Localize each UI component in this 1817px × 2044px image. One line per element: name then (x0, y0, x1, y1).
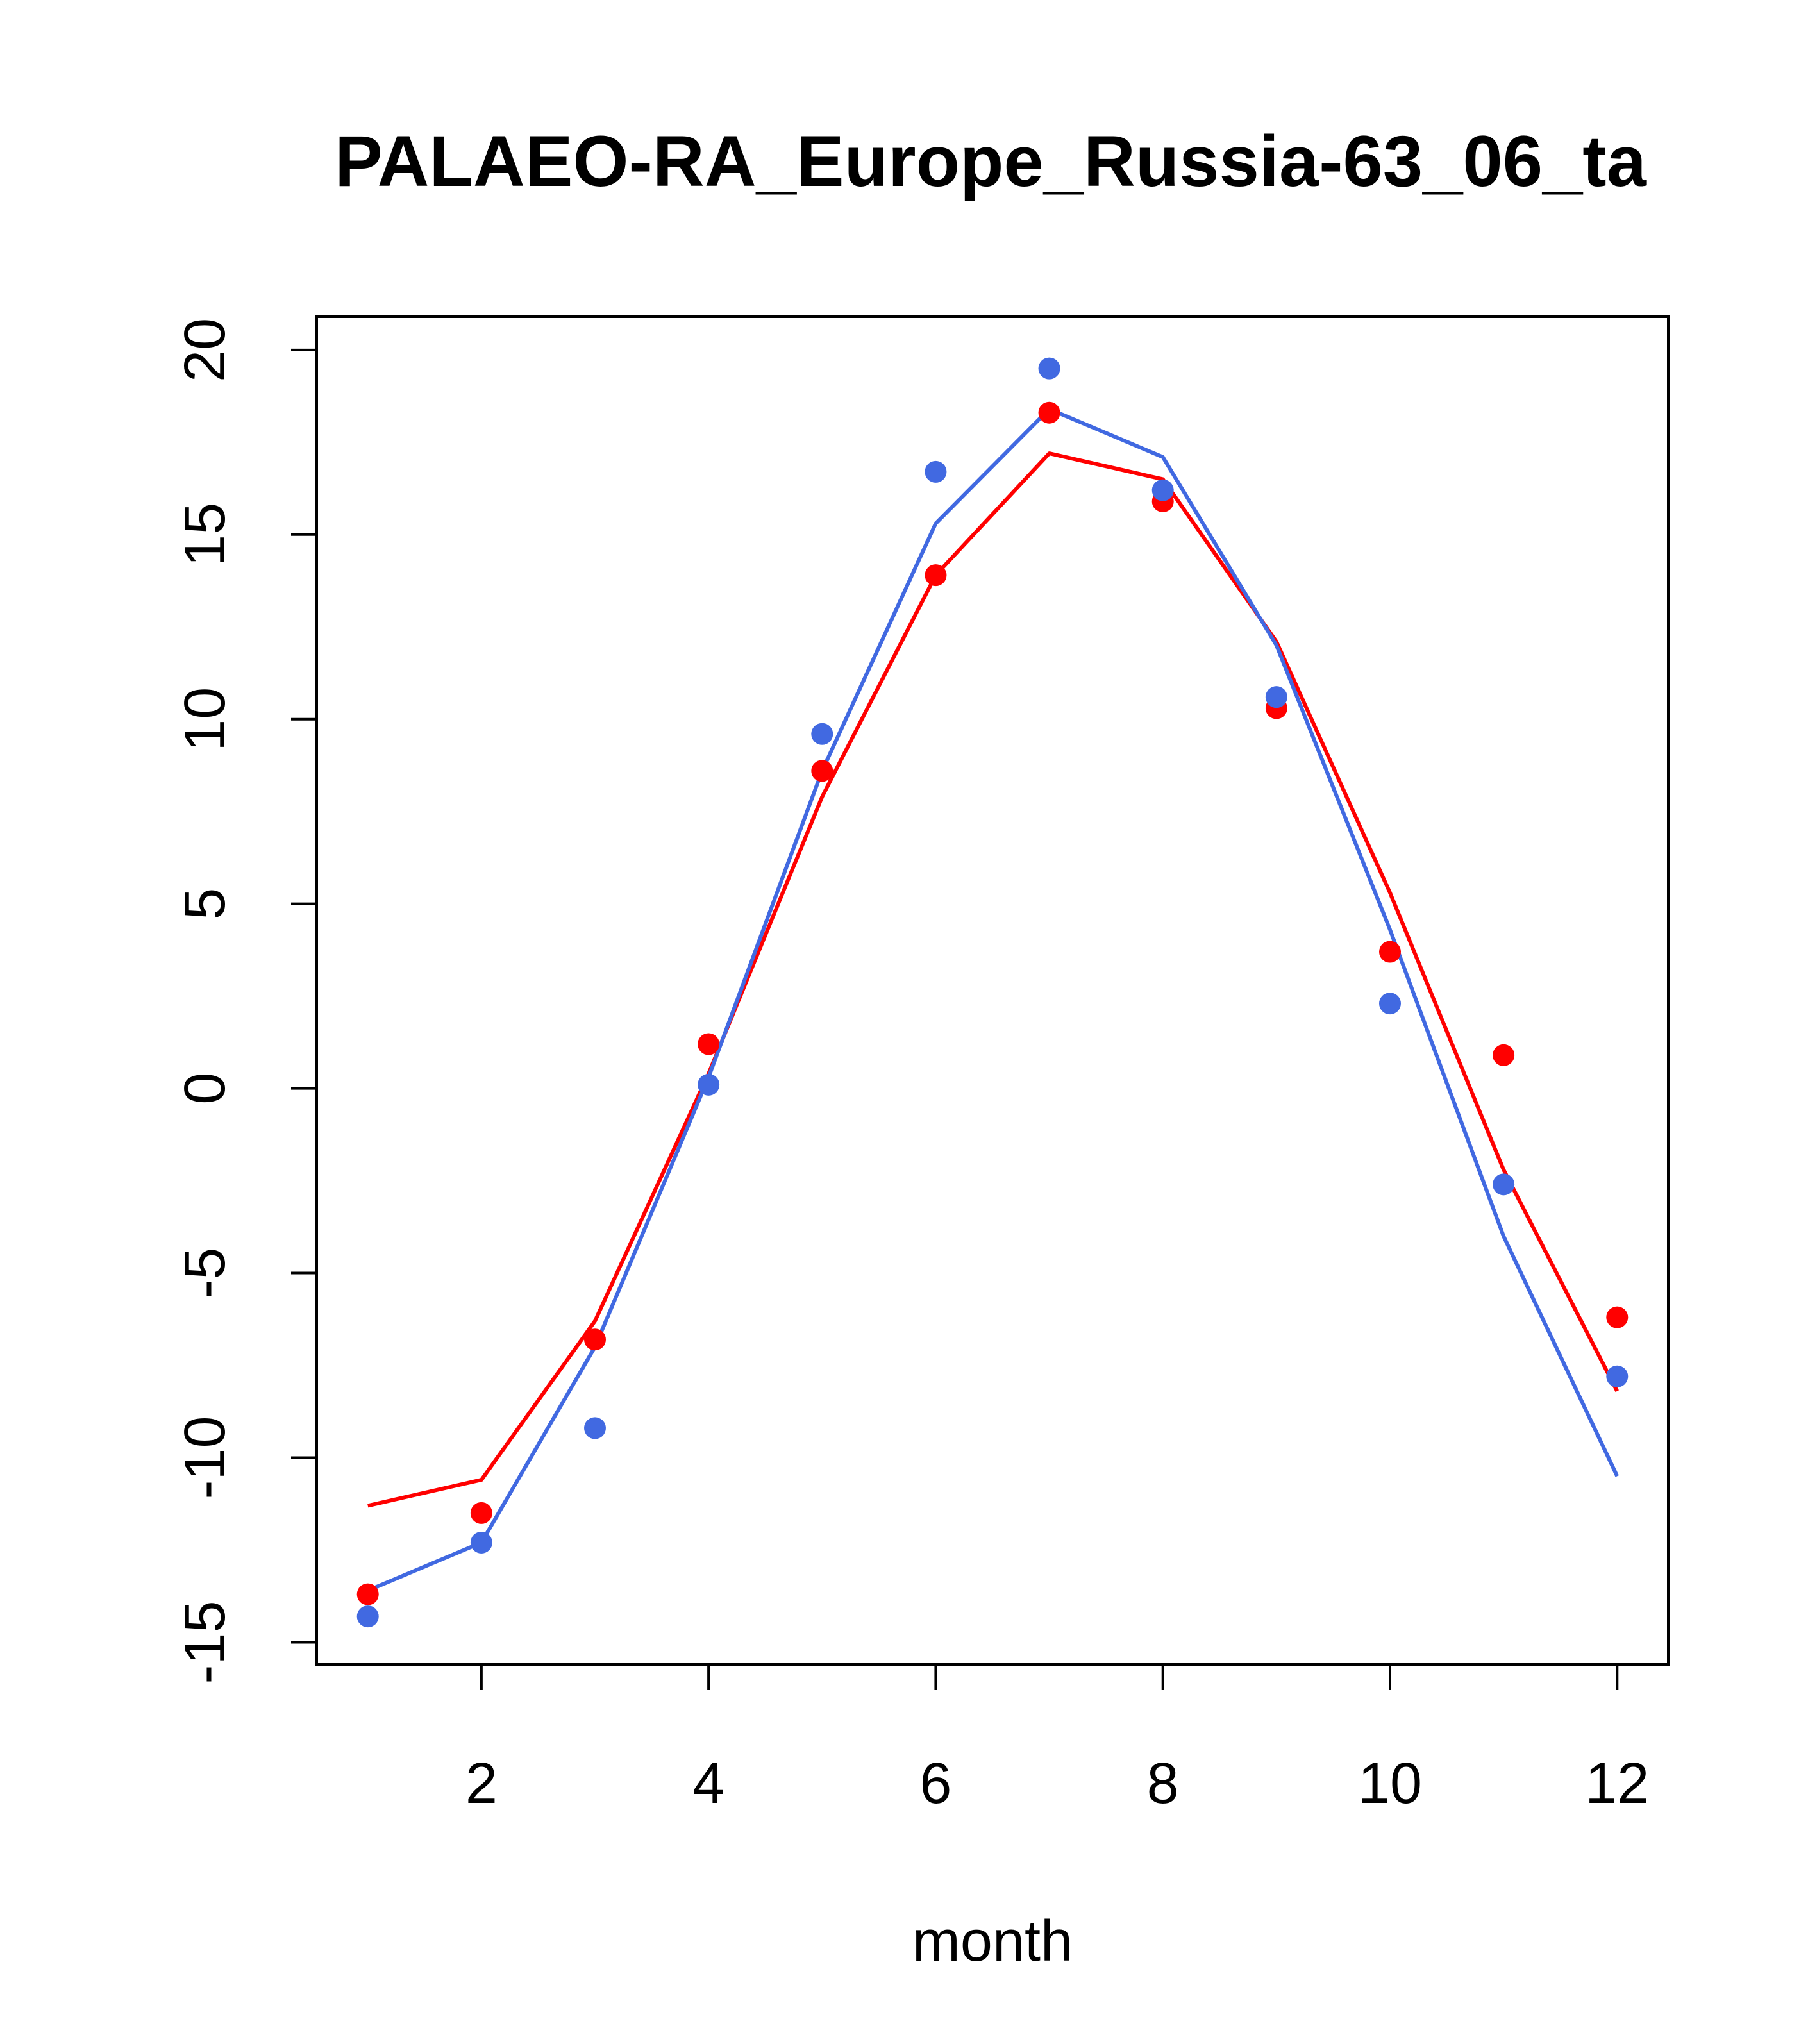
data-point (811, 723, 833, 745)
data-point (356, 1605, 379, 1628)
data-point (1606, 1306, 1629, 1328)
data-point (925, 564, 947, 587)
data-point (811, 760, 833, 782)
x-tick-label: 8 (1147, 1752, 1179, 1816)
series-layer (356, 357, 1629, 1628)
y-tick-label: -5 (173, 1248, 237, 1299)
data-point (1493, 1044, 1515, 1066)
data-point (470, 1502, 492, 1524)
data-point (698, 1073, 720, 1096)
data-point (1493, 1173, 1515, 1196)
y-axis: -15 -10 -5 0 5 10 15 20 (173, 318, 318, 1684)
y-tick-label: -10 (173, 1416, 237, 1499)
data-point (356, 1583, 379, 1605)
data-point (698, 1033, 720, 1055)
data-point (1606, 1365, 1629, 1387)
x-tick-label: 6 (919, 1752, 951, 1816)
plot-frame (315, 315, 1670, 1666)
data-point (584, 1328, 606, 1351)
x-tick-label: 4 (692, 1752, 724, 1816)
chart-title: PALAEO-RA_Europe_Russia-63_06_ta (335, 121, 1646, 201)
series-line (367, 407, 1620, 1593)
data-point (584, 1417, 606, 1439)
x-tick-label: 10 (1358, 1752, 1422, 1816)
x-tick-label: 12 (1585, 1752, 1649, 1816)
data-point (1151, 479, 1174, 501)
data-point (925, 460, 947, 483)
data-point (470, 1531, 492, 1554)
data-point (1379, 993, 1401, 1015)
data-point (1038, 401, 1060, 424)
data-point (1379, 941, 1401, 963)
x-tick-label: 2 (465, 1752, 498, 1816)
x-axis: 2 4 6 8 10 12 (465, 1663, 1649, 1816)
y-tick-label: -15 (173, 1600, 237, 1684)
y-tick-label: 0 (173, 1073, 237, 1105)
y-tick-label: 5 (173, 888, 237, 920)
y-tick-label: 20 (173, 318, 237, 382)
data-point (1265, 686, 1287, 708)
y-tick-label: 10 (173, 687, 237, 751)
series-line (367, 451, 1619, 1508)
x-axis-label: month (912, 1909, 1073, 1973)
data-point (1038, 357, 1060, 380)
y-tick-label: 15 (173, 503, 237, 567)
